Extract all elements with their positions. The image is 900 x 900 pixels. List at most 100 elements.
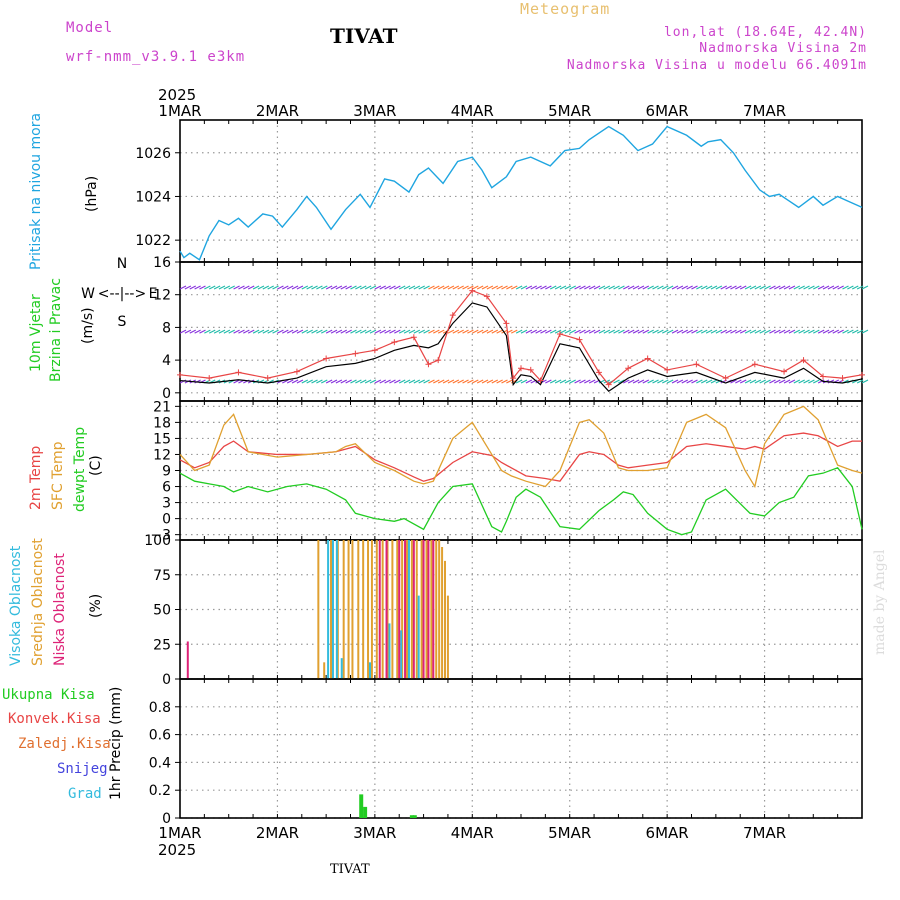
wind-barb: [515, 285, 523, 290]
wind-barb: [442, 379, 450, 384]
wind-barb: [345, 329, 352, 334]
wind-barb: [218, 329, 226, 334]
y-tick-label: 50: [153, 603, 171, 619]
wind-barb: [194, 285, 201, 290]
wind-barb: [282, 379, 289, 384]
wind-barb: [715, 285, 723, 290]
wind-barb: [316, 285, 323, 290]
compass-arrows: <--|-->: [98, 286, 146, 302]
wind-barb: [545, 285, 552, 290]
wind-barb: [769, 285, 776, 290]
gust-marker: [483, 293, 490, 300]
wind-barb: [588, 285, 596, 290]
wind-barb: [535, 329, 542, 334]
y-tick-label: 0: [162, 811, 171, 827]
wind-barb: [671, 329, 679, 334]
wind-barb: [350, 285, 357, 290]
wind-barb: [286, 329, 294, 334]
gust-marker: [820, 373, 827, 380]
y-tick-label: −3: [150, 528, 171, 544]
wind-barb: [189, 285, 197, 290]
wind-barb: [510, 285, 518, 290]
wind-barb: [257, 285, 265, 290]
wind-barb: [423, 285, 430, 290]
wind-barb: [325, 379, 333, 384]
wind-barb: [754, 329, 762, 334]
wind-barb: [705, 329, 713, 334]
wind-barb: [428, 285, 435, 290]
gust-marker: [510, 375, 517, 382]
wind-barb: [277, 285, 284, 290]
x-label-top: 1MAR: [158, 102, 201, 120]
wind-barb: [769, 329, 776, 334]
wind-barb: [837, 329, 844, 334]
wind-barb: [194, 329, 201, 334]
wind-barb: [744, 379, 752, 384]
wind-barb: [676, 285, 684, 290]
wind-barb: [282, 285, 289, 290]
wind-barb: [549, 329, 557, 334]
wind-barb: [778, 379, 786, 384]
wind-barb: [603, 285, 611, 290]
y-tick-label: 6: [162, 480, 171, 496]
wind-barb: [413, 379, 421, 384]
wind-barb: [627, 379, 635, 384]
wind-barb: [574, 329, 581, 334]
wind-barb: [774, 285, 781, 290]
wind-barb: [559, 379, 567, 384]
compass-north: N: [117, 256, 127, 272]
gust-marker: [518, 365, 524, 372]
wind-barb: [286, 285, 294, 290]
wind-barb: [623, 285, 630, 290]
wind-barb: [618, 379, 625, 384]
precip-bar: [409, 815, 414, 818]
wind-barb: [627, 285, 635, 290]
x-label-bottom: 7MAR: [743, 824, 786, 842]
wind-barb: [725, 285, 732, 290]
footer-station: TIVAT: [330, 862, 370, 877]
gust-marker: [264, 375, 271, 382]
wind-barb: [720, 329, 727, 334]
legend-freezing-rain: Zaledj.Kisa: [18, 736, 111, 752]
wind-barb: [803, 379, 810, 384]
legend-snow: Snijeg: [57, 761, 108, 777]
legend-hail: Grad: [68, 786, 102, 802]
wind-barb: [374, 329, 382, 334]
wind-barb: [598, 329, 606, 334]
wind-barb: [291, 285, 299, 290]
wind-barb: [433, 285, 440, 290]
wind-barb: [257, 329, 265, 334]
wind-barb: [233, 379, 240, 384]
gust-marker: [751, 361, 758, 368]
wind-barb: [525, 379, 533, 384]
wind-barb: [379, 329, 386, 334]
wind-barb: [627, 329, 635, 334]
y-tick-label: 1022: [135, 233, 171, 249]
gust-marker: [410, 334, 417, 341]
wind-barb: [345, 379, 352, 384]
wind-barb: [832, 285, 840, 290]
wind-barb: [311, 329, 318, 334]
wind-barb: [735, 285, 742, 290]
y-tick-label: 12: [153, 288, 171, 304]
wind-barb: [681, 379, 689, 384]
wind-barb: [359, 379, 367, 384]
wind-barb: [384, 379, 391, 384]
wind-barb: [476, 379, 484, 384]
wind-barb: [632, 285, 640, 290]
wind-barb: [325, 329, 333, 334]
wind-barb: [813, 285, 820, 290]
wind-barb: [856, 329, 864, 334]
wind-barb: [817, 329, 825, 334]
y-tick-label: 9: [162, 464, 171, 480]
wind-barb: [374, 285, 382, 290]
temp-series-sfc-temp: [179, 405, 863, 489]
x-label-bottom: 1MAR: [158, 824, 201, 842]
wind-barb: [359, 285, 367, 290]
wind-barb: [204, 329, 211, 334]
wind-barb: [364, 285, 372, 290]
wind-barb: [623, 329, 630, 334]
x-label-bottom: 3MAR: [353, 824, 396, 842]
wind-barb: [223, 285, 231, 290]
wind-barb: [501, 329, 508, 334]
